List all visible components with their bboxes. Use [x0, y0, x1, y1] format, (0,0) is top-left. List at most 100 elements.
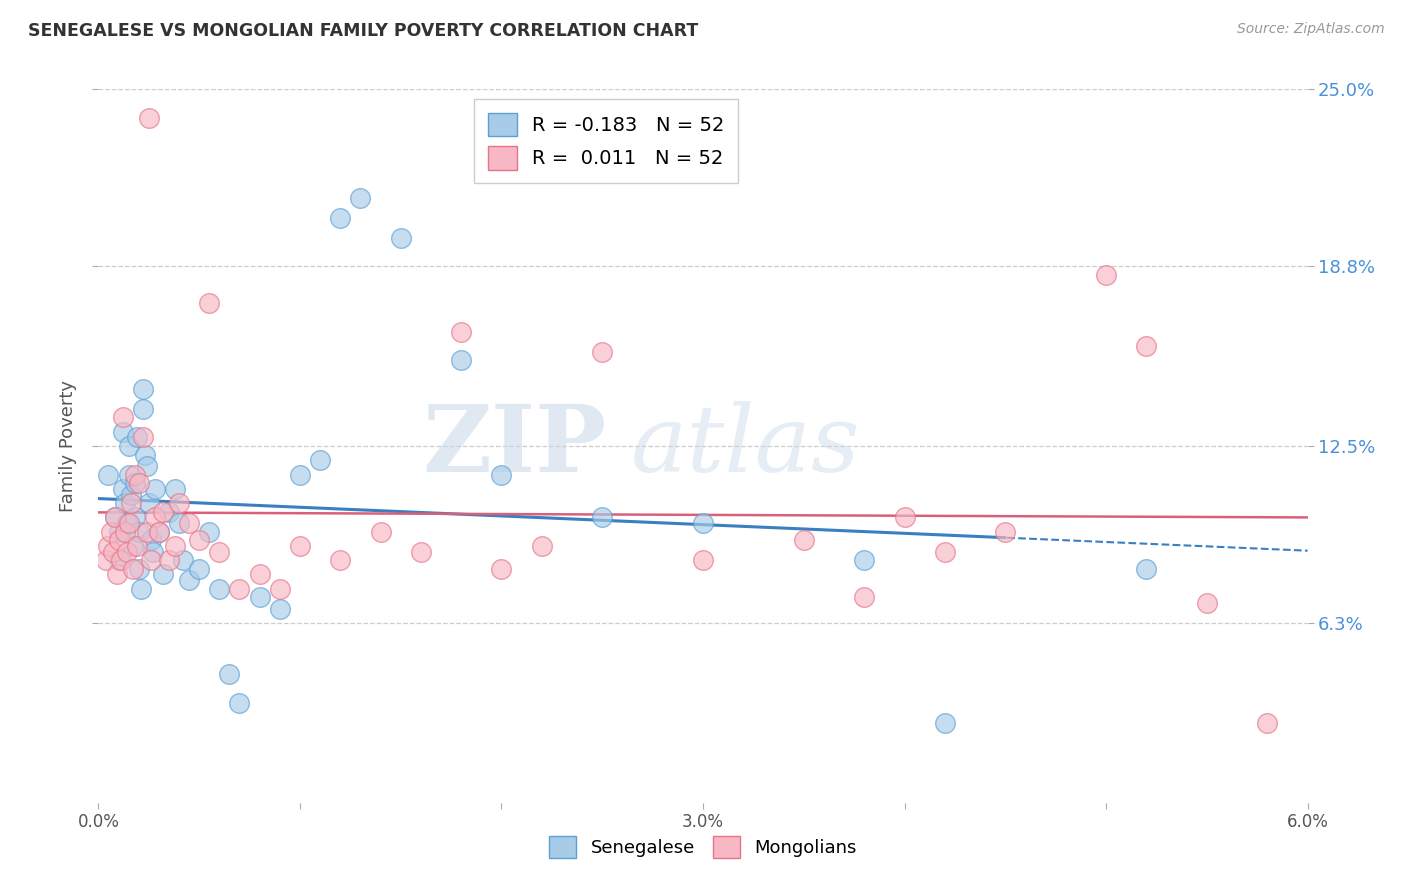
Point	[111, 482, 134, 496]
Point	[591, 344, 613, 359]
Point	[409, 544, 432, 558]
Point	[269, 582, 291, 596]
Y-axis label: Family Poverty: Family Poverty	[59, 380, 77, 512]
Text: Source: ZipAtlas.com: Source: ZipAtlas.com	[1237, 22, 1385, 37]
Point	[163, 539, 186, 553]
Point	[1135, 339, 1157, 353]
Point	[1256, 715, 1278, 730]
Point	[172, 553, 194, 567]
Point	[218, 667, 240, 681]
Point	[105, 567, 128, 582]
Point	[1135, 562, 1157, 576]
Point	[96, 553, 118, 567]
Point	[111, 410, 134, 425]
Legend: Senegalese, Mongolians: Senegalese, Mongolians	[541, 829, 865, 865]
Text: atlas: atlas	[630, 401, 860, 491]
Point	[118, 439, 141, 453]
Point	[143, 482, 166, 496]
Point	[120, 496, 142, 510]
Point	[128, 476, 150, 491]
Point	[107, 533, 129, 548]
Point	[128, 524, 150, 539]
Point	[163, 482, 186, 496]
Point	[103, 510, 125, 524]
Point	[97, 539, 120, 553]
Point	[118, 467, 141, 482]
Point	[692, 516, 714, 530]
Point	[450, 325, 472, 339]
Point	[107, 524, 129, 539]
Point	[208, 544, 231, 558]
Point	[228, 696, 250, 710]
Point	[389, 230, 412, 244]
Point	[167, 516, 190, 530]
Point	[591, 510, 613, 524]
Point	[125, 539, 148, 553]
Point	[143, 510, 166, 524]
Point	[132, 382, 155, 396]
Point	[152, 505, 174, 519]
Point	[115, 544, 138, 558]
Text: ZIP: ZIP	[422, 401, 606, 491]
Point	[134, 448, 156, 462]
Point	[118, 516, 141, 530]
Point	[934, 715, 956, 730]
Point	[157, 505, 180, 519]
Point	[97, 467, 120, 482]
Point	[198, 524, 221, 539]
Point	[288, 539, 311, 553]
Point	[135, 458, 157, 473]
Point	[893, 510, 915, 524]
Point	[138, 496, 160, 510]
Point	[139, 553, 162, 567]
Point	[107, 553, 129, 567]
Point	[491, 467, 513, 482]
Point	[124, 510, 146, 524]
Point	[125, 430, 148, 444]
Point	[121, 562, 143, 576]
Point	[120, 487, 142, 501]
Point	[288, 467, 311, 482]
Point	[132, 401, 155, 416]
Point	[139, 533, 162, 548]
Point	[329, 211, 352, 225]
Point	[994, 524, 1017, 539]
Point	[114, 524, 136, 539]
Point	[198, 296, 221, 310]
Point	[138, 111, 160, 125]
Point	[142, 544, 165, 558]
Point	[1195, 596, 1218, 610]
Point	[103, 510, 125, 524]
Point	[124, 467, 146, 482]
Point	[793, 533, 815, 548]
Point	[309, 453, 332, 467]
Point	[132, 430, 155, 444]
Point	[491, 562, 513, 576]
Point	[228, 582, 250, 596]
Point	[101, 544, 124, 558]
Point	[249, 567, 271, 582]
Point	[157, 553, 180, 567]
Point	[179, 573, 201, 587]
Point	[148, 524, 170, 539]
Point	[692, 553, 714, 567]
Point	[530, 539, 553, 553]
Point	[179, 516, 201, 530]
Point	[188, 562, 211, 576]
Point	[110, 553, 132, 567]
Point	[124, 476, 146, 491]
Point	[121, 539, 143, 553]
Point	[100, 524, 122, 539]
Point	[370, 524, 392, 539]
Point	[934, 544, 956, 558]
Point	[135, 524, 157, 539]
Point	[269, 601, 291, 615]
Point	[349, 191, 371, 205]
Point	[129, 582, 152, 596]
Text: SENEGALESE VS MONGOLIAN FAMILY POVERTY CORRELATION CHART: SENEGALESE VS MONGOLIAN FAMILY POVERTY C…	[28, 22, 699, 40]
Point	[853, 591, 876, 605]
Point	[128, 562, 150, 576]
Point	[329, 553, 352, 567]
Point	[148, 524, 170, 539]
Point	[115, 516, 138, 530]
